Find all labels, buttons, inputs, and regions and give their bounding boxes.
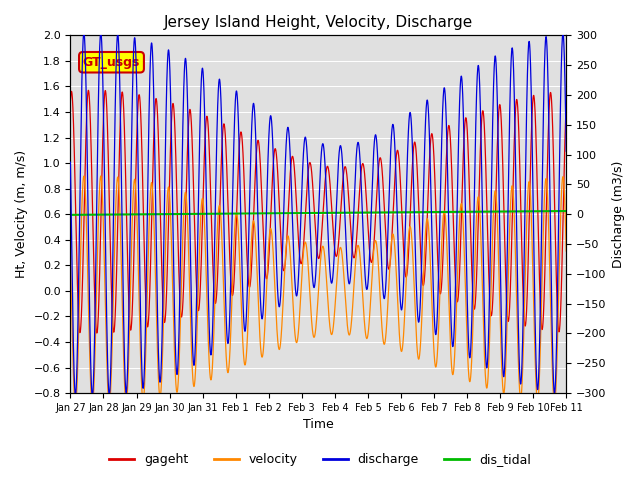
Y-axis label: Ht, Velocity (m, m/s): Ht, Velocity (m, m/s) <box>15 150 28 278</box>
Y-axis label: Discharge (m3/s): Discharge (m3/s) <box>612 160 625 268</box>
X-axis label: Time: Time <box>303 419 333 432</box>
Title: Jersey Island Height, Velocity, Discharge: Jersey Island Height, Velocity, Discharg… <box>164 15 473 30</box>
Legend: gageht, velocity, discharge, dis_tidal: gageht, velocity, discharge, dis_tidal <box>104 448 536 471</box>
Text: GT_usgs: GT_usgs <box>83 56 140 69</box>
